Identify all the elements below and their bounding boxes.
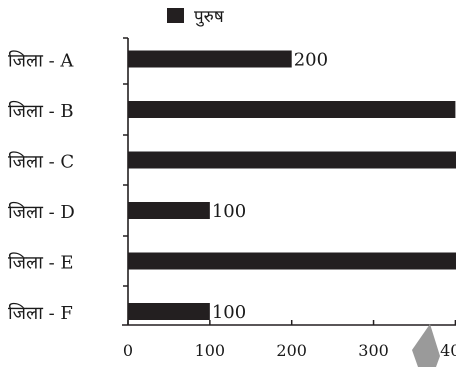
bar xyxy=(128,202,210,219)
value-label: 100 xyxy=(212,201,246,222)
category-label: जिला - E xyxy=(8,252,74,274)
value-label: 200 xyxy=(294,50,328,71)
category-label: जिला - D xyxy=(8,201,75,223)
bar xyxy=(128,101,456,118)
x-tick-label: 300 xyxy=(358,341,389,360)
x-tick-labels: 0100200300400500600700 xyxy=(123,341,456,360)
category-label: जिला - B xyxy=(8,100,74,122)
category-label: जिला - C xyxy=(8,151,74,173)
value-label: 100 xyxy=(212,302,246,323)
x-tick-label: 200 xyxy=(276,341,307,360)
bar xyxy=(128,50,292,68)
legend: पुरुष xyxy=(167,7,225,27)
legend-label: पुरुष xyxy=(194,7,225,27)
axes xyxy=(122,37,456,326)
bar xyxy=(128,303,210,320)
x-tick-label: 400 xyxy=(440,341,456,360)
page-corner-shape xyxy=(412,324,440,367)
bar xyxy=(128,151,456,169)
legend-swatch xyxy=(167,8,184,23)
x-tick-label: 100 xyxy=(195,341,226,360)
bars xyxy=(128,50,456,320)
x-tick-label: 0 xyxy=(123,341,133,360)
value-labels: 200400600100500100 xyxy=(212,50,328,324)
category-label: जिला - F xyxy=(8,302,73,324)
bar xyxy=(128,252,456,270)
category-label: जिला - A xyxy=(8,50,74,72)
category-labels: जिला - A जिला - B जिला - C जिला - D जिला - E… xyxy=(8,50,75,325)
